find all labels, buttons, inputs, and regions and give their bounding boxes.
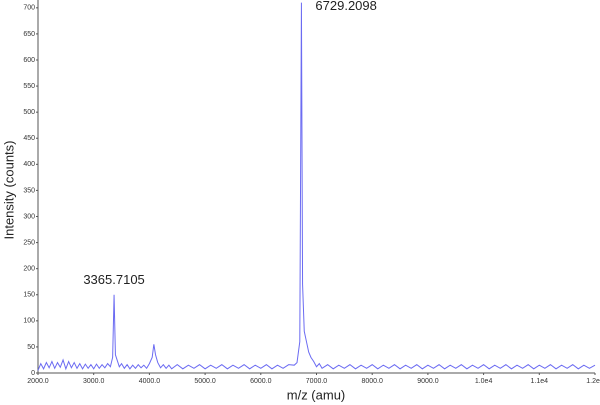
y-tick-label: 500 bbox=[23, 109, 35, 116]
x-tick-label: 7000.0 bbox=[306, 378, 328, 385]
x-tick-label: 6000.0 bbox=[250, 378, 272, 385]
spectrum-line bbox=[37, 2, 596, 371]
y-tick-label: 250 bbox=[23, 239, 35, 246]
x-tick-label: 2000.0 bbox=[27, 378, 49, 385]
peak-label: 3365.7105 bbox=[83, 272, 144, 287]
x-tick-label: 5000.0 bbox=[194, 378, 216, 385]
x-tick-label: 1.2e4 bbox=[586, 378, 600, 385]
y-tick-label: 0 bbox=[31, 370, 35, 377]
y-tick-label: 200 bbox=[23, 266, 35, 273]
y-tick-label: 400 bbox=[23, 161, 35, 168]
y-tick-label: 350 bbox=[23, 187, 35, 194]
x-tick-label: 8000.0 bbox=[361, 378, 383, 385]
y-tick-label: 450 bbox=[23, 135, 35, 142]
y-tick-label: 100 bbox=[23, 318, 35, 325]
x-tick-label: 3000.0 bbox=[83, 378, 105, 385]
x-axis-title: m/z (amu) bbox=[287, 387, 346, 402]
x-tick-label: 1.1e4 bbox=[531, 378, 549, 385]
y-tick-label: 150 bbox=[23, 292, 35, 299]
y-tick-label: 650 bbox=[23, 31, 35, 38]
y-tick-label: 300 bbox=[23, 213, 35, 220]
y-tick-label: 50 bbox=[27, 344, 35, 351]
y-axis-title: Intensity (counts) bbox=[1, 141, 16, 240]
peak-label: 6729.2098 bbox=[315, 0, 376, 13]
x-tick-label: 4000.0 bbox=[139, 378, 161, 385]
x-tick-label: 9000.0 bbox=[417, 378, 439, 385]
x-tick-label: 1.0e4 bbox=[475, 378, 493, 385]
y-tick-label: 600 bbox=[23, 57, 35, 64]
y-tick-label: 550 bbox=[23, 83, 35, 90]
y-tick-label: 700 bbox=[23, 5, 35, 12]
